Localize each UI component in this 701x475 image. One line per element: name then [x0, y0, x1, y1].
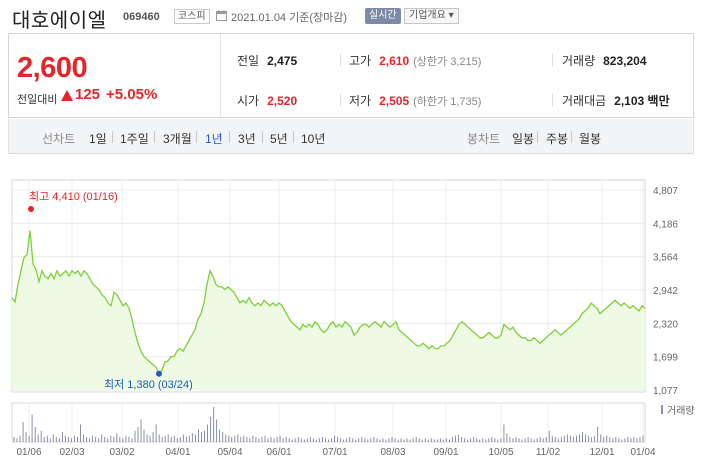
high-value: 2,610	[379, 54, 410, 68]
candle-weekly[interactable]: 주봉	[546, 132, 569, 146]
x-tick-label: 05/04	[217, 447, 242, 458]
x-tick-label: 04/01	[165, 447, 190, 458]
open-value: 2,520	[267, 94, 298, 108]
stock-code: 069460	[123, 11, 160, 23]
divider	[552, 54, 553, 66]
low-label: 최저 1,380 (03/24)	[104, 378, 193, 391]
period-selector: 선차트 1일 1주일 3개월 1년 3년 5년 10년 봉차트 일봉 주봉 월봉	[8, 119, 694, 154]
high-label: 최고 4,410 (01/16)	[29, 190, 118, 203]
x-tick-label: 01/04	[630, 447, 655, 458]
lower-limit-note: (하한가 1,735)	[413, 96, 482, 108]
x-tick-label: 07/01	[322, 447, 347, 458]
divider	[154, 131, 155, 143]
divider	[112, 131, 113, 143]
divider	[571, 131, 572, 143]
volume-legend-swatch	[661, 405, 663, 414]
open-label: 시가	[237, 94, 260, 108]
period-10y[interactable]: 10년	[301, 132, 326, 146]
price-line	[11, 230, 646, 376]
candle-daily[interactable]: 일봉	[512, 132, 535, 146]
divider	[196, 131, 197, 143]
company-overview-dropdown[interactable]: 기업개요 ▾	[404, 8, 459, 24]
period-5y[interactable]: 5년	[270, 132, 288, 146]
divider	[340, 94, 341, 106]
high-cell: 고가 2,610 (상한가 3,215)	[349, 52, 481, 69]
y-tick-label: 2,942	[653, 286, 678, 297]
line-chart-label: 선차트	[42, 132, 76, 146]
y-tick-label: 4,186	[653, 219, 678, 230]
prev-close-cell: 전일 2,475	[237, 52, 297, 69]
divider	[262, 131, 263, 143]
volume-cell: 거래량 823,204	[562, 52, 647, 69]
volume-frame	[11, 402, 646, 443]
x-tick-label: 10/05	[488, 447, 513, 458]
prev-close-label: 전일	[237, 54, 260, 68]
high-marker	[28, 206, 34, 212]
high-label: 고가	[349, 54, 372, 68]
change-value: 125	[75, 86, 101, 103]
volume-label: 거래량	[562, 54, 596, 68]
period-3m[interactable]: 3개월	[163, 132, 192, 146]
open-cell: 시가 2,520	[237, 92, 297, 109]
low-marker	[156, 370, 162, 377]
amount-cell: 거래대금 2,103 백만	[562, 92, 670, 109]
volume-value: 823,204	[603, 54, 647, 68]
realtime-button[interactable]: 실시간	[365, 8, 401, 24]
low-cell: 저가 2,505 (하한가 1,735)	[349, 92, 481, 109]
candle-chart-label: 봉차트	[467, 132, 501, 146]
current-price: 2,600	[17, 52, 88, 84]
price-summary: 2,600 전일대비 125 +5.05%	[9, 34, 221, 117]
price-chart: 4,807 4,186 3,564 2,942 2,320 1,699 1,077 01/06…	[11, 179, 695, 458]
divider	[537, 131, 538, 143]
y-tick-label: 1,077	[653, 386, 678, 397]
y-tick-label: 1,699	[653, 353, 678, 364]
stock-header: 대호에이엘 069460 코스피 2021.01.04 기준(장마감) 실시간 …	[0, 0, 701, 32]
candle-monthly[interactable]: 월봉	[579, 132, 602, 146]
x-tick-label: 11/02	[536, 447, 561, 458]
x-tick-label: 03/02	[109, 447, 134, 458]
period-1w[interactable]: 1주일	[120, 132, 149, 146]
divider	[340, 54, 341, 66]
low-value: 2,505	[379, 94, 410, 108]
x-tick-label: 02/03	[59, 447, 84, 458]
stock-name: 대호에이엘	[12, 10, 107, 32]
plot-frame	[11, 179, 646, 393]
up-arrow-icon	[61, 90, 73, 101]
quote-panel: 2,600 전일대비 125 +5.05% 전일 2,475 고가 2,610 (상한…	[8, 33, 694, 118]
period-1y[interactable]: 1년	[205, 132, 223, 146]
y-tick-label: 3,564	[653, 253, 678, 264]
period-3y[interactable]: 3년	[238, 132, 256, 146]
amount-value: 2,103 백만	[614, 94, 670, 108]
y-tick-label: 2,320	[653, 319, 678, 330]
x-tick-label: 08/03	[380, 447, 405, 458]
period-1d[interactable]: 1일	[89, 132, 107, 146]
price-area	[12, 230, 645, 390]
upper-limit-note: (상한가 3,215)	[413, 56, 482, 68]
x-tick-label: 12/01	[589, 447, 614, 458]
divider	[552, 94, 553, 106]
low-label: 저가	[349, 94, 372, 108]
x-tick-label: 09/01	[433, 447, 458, 458]
amount-label: 거래대금	[562, 94, 607, 108]
divider	[293, 131, 294, 143]
change-percent: +5.05%	[106, 86, 158, 103]
divider	[229, 131, 230, 143]
volume-legend-label: 거래량	[667, 405, 695, 417]
x-tick-label: 01/06	[16, 447, 41, 458]
calendar-icon	[216, 10, 227, 21]
quote-date: 2021.01.04 기준(장마감)	[231, 12, 348, 24]
prev-close-value: 2,475	[267, 54, 298, 68]
y-tick-label: 4,807	[653, 186, 678, 197]
x-tick-label: 06/01	[266, 447, 291, 458]
market-badge: 코스피	[174, 9, 210, 24]
change-label: 전일대비	[17, 94, 58, 106]
